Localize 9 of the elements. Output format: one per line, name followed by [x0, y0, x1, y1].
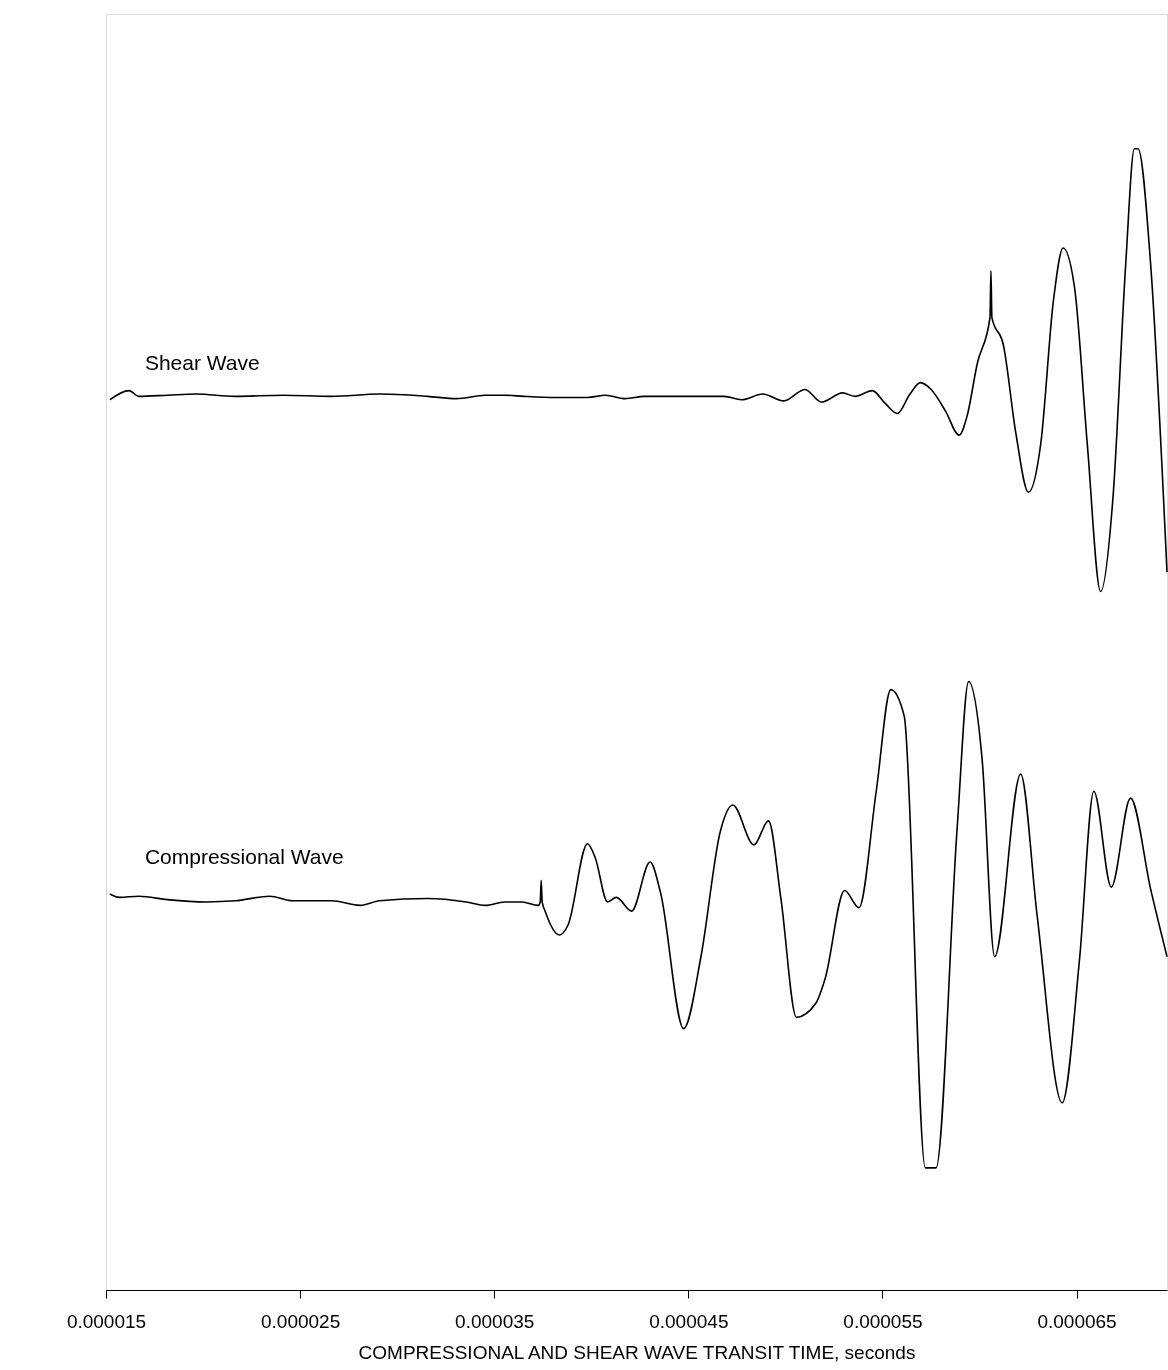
x-tick-label: 0.000055 [843, 1310, 923, 1332]
x-tick-label: 0.000065 [1037, 1310, 1117, 1332]
x-tick-label: 0.000045 [649, 1310, 729, 1332]
x-tick-label: 0.000015 [66, 1310, 147, 1332]
x-tick-label: 0.000035 [455, 1310, 535, 1332]
x-tick-label: 0.000025 [260, 1310, 341, 1332]
series-label: Compressional Wave [144, 844, 344, 868]
x-axis-title: COMPRESSIONAL AND SHEAR WAVE TRANSIT TIME, seconds [358, 1341, 916, 1363]
series-label: Shear Wave [144, 350, 260, 374]
